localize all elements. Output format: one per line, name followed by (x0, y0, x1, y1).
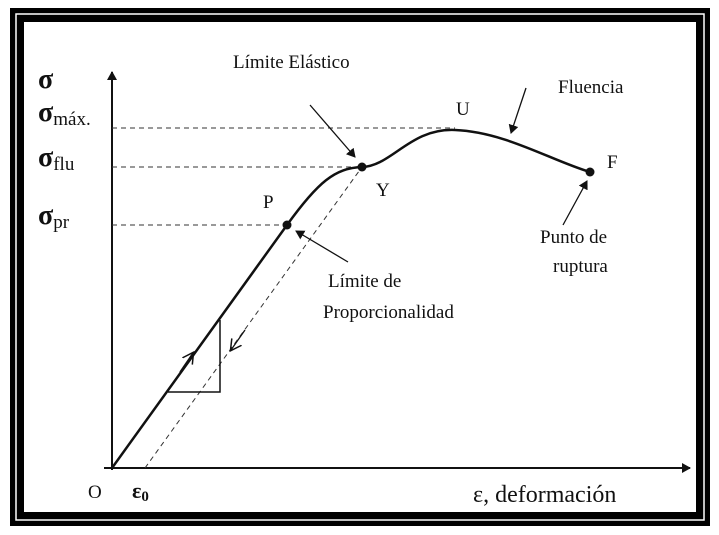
yield-arrow (508, 87, 527, 134)
slope-triangle (168, 320, 221, 393)
subscript: pr (53, 212, 70, 233)
symbol: ε (132, 478, 141, 503)
rupture-label: Punto de (540, 227, 607, 248)
x-axis-label: ε, deformación (473, 482, 616, 508)
elastic-arrow (309, 104, 356, 158)
origin-label: O (88, 482, 102, 503)
y-symbol: σ (38, 64, 54, 95)
sigma-max: σmáx. (38, 97, 91, 130)
load-arrow (179, 353, 193, 373)
elastic-limit-label: Límite Elástico (233, 52, 350, 73)
symbol: σ (38, 97, 54, 128)
y-label: Y (376, 180, 390, 201)
proportionality-arrow (295, 230, 349, 263)
point-f (585, 167, 595, 177)
point-y (357, 162, 367, 172)
point-p (282, 220, 292, 230)
stress-strain-curve (110, 128, 591, 469)
subscript: 0 (141, 489, 149, 505)
proportionality-label: Proporcionalidad (323, 302, 454, 323)
rupture-arrow (562, 180, 588, 226)
sigma-flu: σflu (38, 142, 75, 175)
sigma-pr: σpr (38, 200, 70, 233)
subscript: flu (53, 154, 75, 175)
yield-label: Fluencia (558, 77, 624, 98)
epsilon0: ε0 (132, 478, 149, 505)
proportionality-label: Límite de (328, 271, 401, 292)
symbol: σ (38, 200, 54, 231)
canvas (24, 22, 696, 512)
p-label: P (263, 192, 274, 213)
frame-inner-line (15, 13, 705, 521)
u-label: U (456, 99, 470, 120)
f-label: F (607, 152, 618, 173)
unload-line (144, 166, 363, 469)
rupture-label: ruptura (553, 256, 608, 277)
subscript: máx. (53, 109, 90, 130)
symbol: σ (38, 142, 54, 173)
unload-arrow (231, 329, 246, 350)
